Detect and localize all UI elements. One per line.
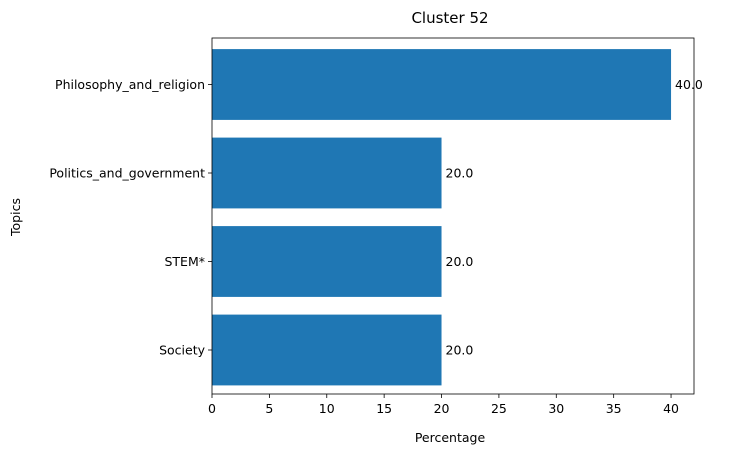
value-labels-group: 40.0 20.0 20.0 20.0 [446, 77, 703, 358]
x-tick-label: 25 [491, 401, 507, 416]
data-label: 20.0 [446, 166, 474, 181]
bar [212, 49, 672, 120]
bar [212, 137, 442, 209]
x-tick-label: 35 [606, 401, 622, 416]
y-tick-label: Politics_and_government [49, 166, 205, 181]
plot-frame [211, 37, 695, 395]
data-label: 20.0 [446, 254, 474, 269]
chart-title: Cluster 52 [411, 9, 488, 27]
x-tick-label: 40 [663, 401, 679, 416]
y-tick-label: STEM* [164, 254, 205, 269]
bars-group [212, 49, 672, 386]
y-axis-label: Topics [8, 198, 23, 237]
x-tick-label: 0 [208, 401, 216, 416]
data-label: 20.0 [446, 343, 474, 358]
y-axis: Philosophy_and_religion Politics_and_gove… [49, 77, 212, 358]
y-tick-label: Philosophy_and_religion [55, 77, 205, 92]
plot-area [211, 37, 695, 395]
data-label: 40.0 [675, 77, 703, 92]
x-tick-label: 5 [265, 401, 273, 416]
x-tick-label: 10 [319, 401, 335, 416]
bar [212, 314, 442, 386]
x-tick-label: 15 [376, 401, 392, 416]
y-tick-label: Society [159, 343, 206, 358]
x-tick-label: 20 [434, 401, 450, 416]
x-axis-label: Percentage [415, 430, 486, 445]
x-tick-label: 30 [548, 401, 564, 416]
x-axis: 0 5 10 15 20 25 30 35 40 [208, 394, 679, 416]
bar [212, 226, 442, 297]
